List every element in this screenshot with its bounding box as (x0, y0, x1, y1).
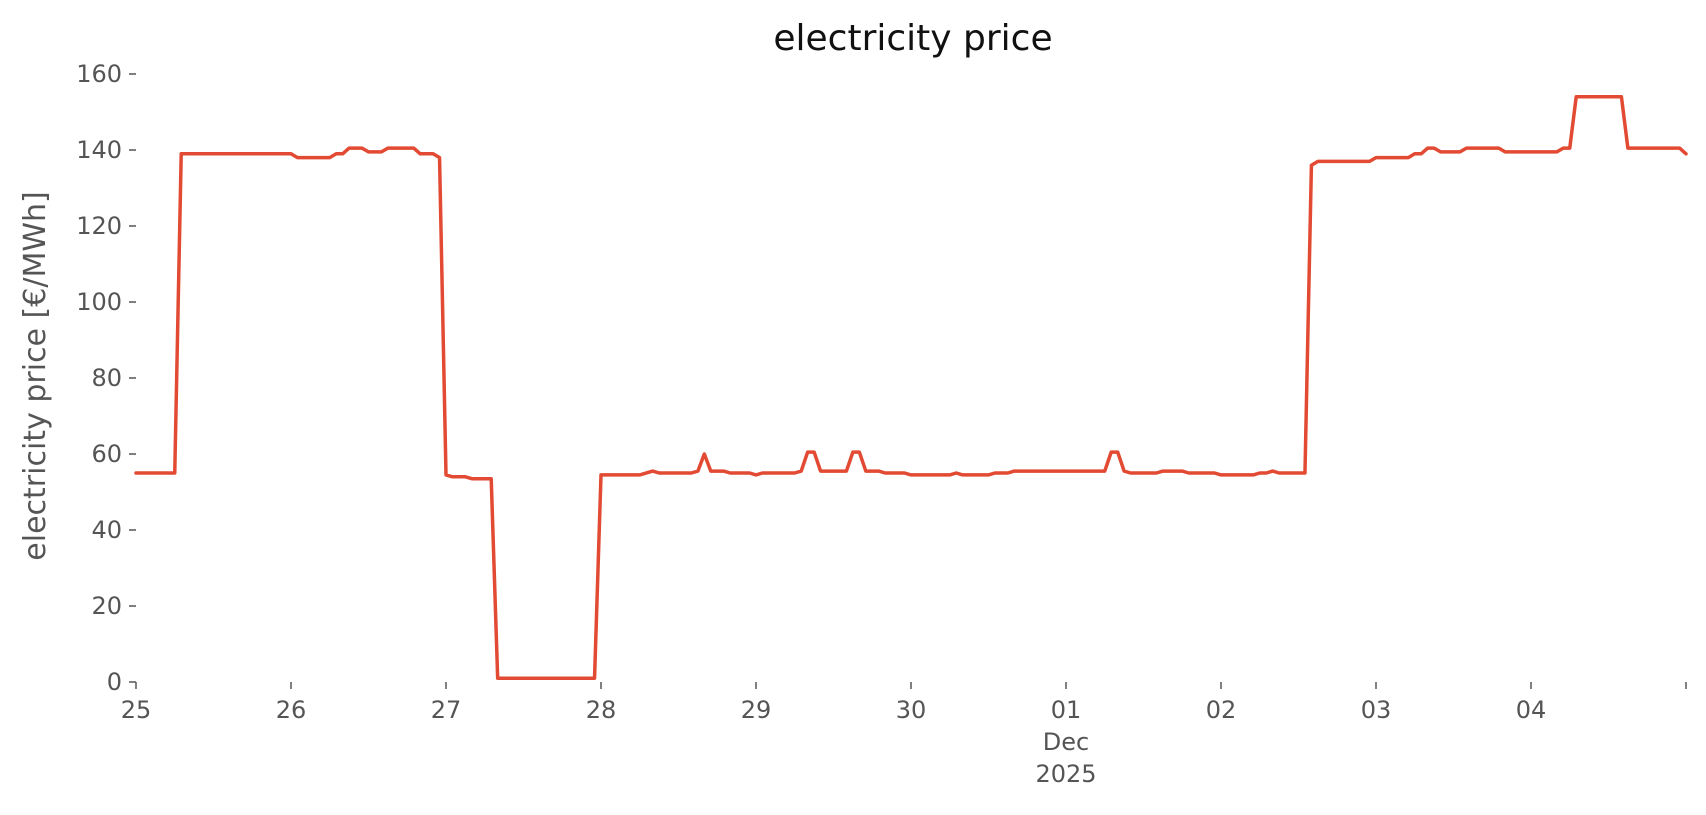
y-tick-label: 140 (76, 136, 122, 164)
series-group (134, 95, 1688, 680)
x-tick-label: 01 (1051, 696, 1082, 724)
x-tick-sublabel: Dec (1043, 728, 1089, 756)
x-axis-ticks: 25 26 27 28 29 30 01 Dec 2025 02 03 04 (121, 682, 1687, 788)
y-tick-label: 100 (76, 288, 122, 316)
x-tick-label: 25 (121, 696, 152, 724)
x-tick-label: 28 (586, 696, 617, 724)
x-tick-label: 26 (276, 696, 307, 724)
y-axis-ticks: 0 20 40 60 80 100 120 140 160 (76, 60, 136, 696)
y-tick-label: 120 (76, 212, 122, 240)
x-tick-label: 04 (1516, 696, 1547, 724)
y-tick-label: 0 (107, 668, 122, 696)
y-tick-label: 40 (91, 516, 122, 544)
chart-title: electricity price (773, 18, 1052, 59)
y-axis-label: electricity price [€/MWh] (18, 191, 53, 560)
x-tick-label: 02 (1206, 696, 1237, 724)
x-tick-sublabel: 2025 (1035, 760, 1096, 788)
y-tick-label: 20 (91, 592, 122, 620)
series-line-0 (134, 95, 1688, 680)
y-tick-label: 160 (76, 60, 122, 88)
x-tick-label: 30 (896, 696, 927, 724)
y-tick-label: 60 (91, 440, 122, 468)
x-tick-label: 27 (431, 696, 462, 724)
x-tick-label: 29 (741, 696, 772, 724)
y-tick-label: 80 (91, 364, 122, 392)
x-tick-label: 03 (1361, 696, 1392, 724)
